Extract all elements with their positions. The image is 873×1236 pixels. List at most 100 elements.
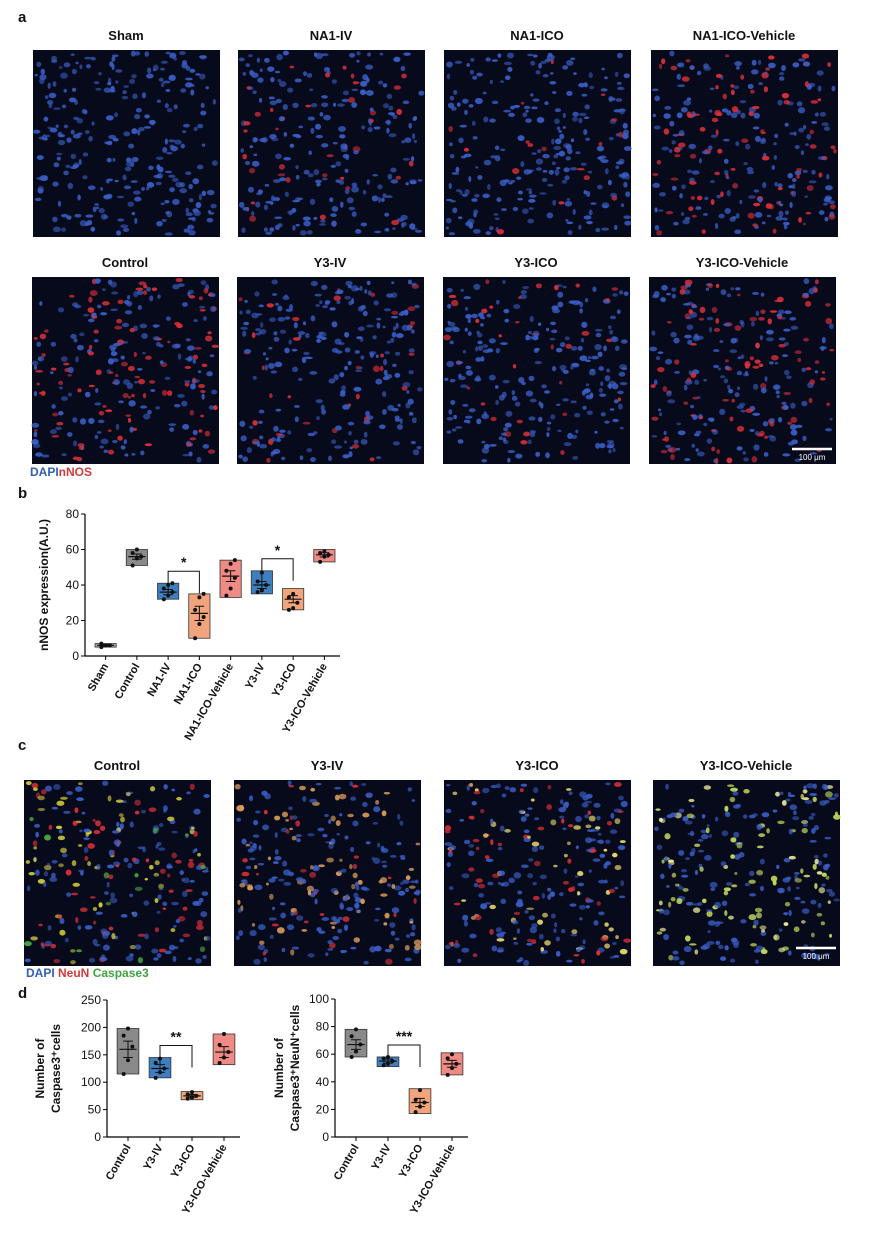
cell: [564, 175, 570, 181]
cell: [737, 293, 741, 297]
cell: [131, 211, 136, 216]
cell: [575, 429, 579, 434]
cell: [258, 435, 264, 440]
error-bar: [123, 1040, 133, 1059]
cell: [553, 864, 558, 868]
cell: [107, 429, 112, 432]
cell: [777, 201, 782, 204]
data-point: [322, 549, 327, 554]
cell: [662, 817, 666, 820]
cell: [344, 835, 349, 840]
cell: [175, 918, 181, 924]
cell: [570, 167, 578, 171]
cell: [784, 310, 792, 314]
cell: [557, 301, 564, 308]
cell: [689, 180, 697, 185]
cell: [284, 294, 288, 298]
cell: [778, 337, 786, 341]
data-point: [450, 1066, 454, 1070]
cell: [539, 192, 547, 195]
cell: [129, 945, 137, 950]
cell: [302, 71, 307, 77]
cell: [676, 112, 683, 119]
cell: [267, 856, 272, 861]
cell: [798, 58, 806, 62]
cell: [798, 127, 805, 133]
cell: [664, 856, 668, 862]
cell: [287, 871, 295, 877]
cell: [201, 870, 209, 873]
cell: [331, 439, 337, 445]
cell: [489, 928, 494, 935]
cell: [552, 199, 557, 206]
cell: [124, 310, 133, 315]
cell: [528, 375, 535, 382]
cell: [753, 202, 761, 207]
cell: [258, 924, 266, 931]
cell: [251, 160, 260, 167]
cell: [594, 329, 603, 332]
y-tick-label: 150: [81, 1048, 101, 1062]
cell: [269, 107, 274, 112]
cell: [674, 154, 681, 158]
cell: [332, 935, 340, 941]
cell: [787, 886, 791, 892]
cell: [285, 829, 290, 834]
cell: [691, 847, 696, 854]
cell: [576, 948, 582, 952]
cell: [454, 60, 463, 65]
cell: [353, 150, 359, 155]
cell: [280, 912, 286, 919]
cell: [213, 405, 218, 411]
cell: [595, 442, 601, 449]
cell: [37, 879, 46, 884]
cell: [72, 133, 81, 139]
cell: [125, 161, 133, 167]
cell: [829, 348, 835, 352]
cell: [519, 294, 528, 300]
cell: [272, 906, 276, 911]
cell: [141, 187, 145, 191]
cell: [346, 907, 354, 912]
cell: [114, 179, 119, 183]
cell: [464, 188, 470, 196]
cell: [205, 86, 210, 90]
cell: [95, 278, 101, 284]
cell: [806, 133, 812, 140]
cell: [49, 429, 57, 435]
cell: [614, 71, 619, 77]
cell: [246, 447, 253, 454]
y-axis-label: Caspase3⁺NeuN⁺cells: [288, 1004, 302, 1131]
cell: [754, 211, 763, 218]
cell: [130, 50, 136, 57]
cell: [340, 950, 344, 954]
cell: [310, 280, 319, 287]
cell: [316, 182, 321, 187]
cell: [131, 128, 138, 135]
cell: [736, 425, 745, 432]
cell: [755, 959, 759, 964]
cell: [174, 139, 182, 145]
stain-label: nNOS: [59, 465, 92, 479]
cell: [397, 890, 406, 896]
cell: [396, 108, 403, 116]
cell: [84, 925, 93, 930]
cell: [609, 329, 614, 335]
cell: [394, 415, 400, 420]
cell: [731, 884, 738, 888]
cell: [549, 337, 556, 341]
cell: [749, 893, 757, 897]
cell: [406, 389, 410, 394]
cell: [201, 190, 207, 197]
data-point: [295, 600, 300, 605]
cell: [582, 939, 586, 945]
cell: [98, 410, 105, 416]
cell: [676, 422, 682, 426]
cell: [587, 356, 591, 360]
cell: [147, 67, 152, 74]
cell: [739, 199, 743, 204]
cell: [773, 142, 777, 146]
cell: [692, 907, 701, 913]
cell: [585, 848, 593, 853]
cell: [326, 154, 334, 158]
